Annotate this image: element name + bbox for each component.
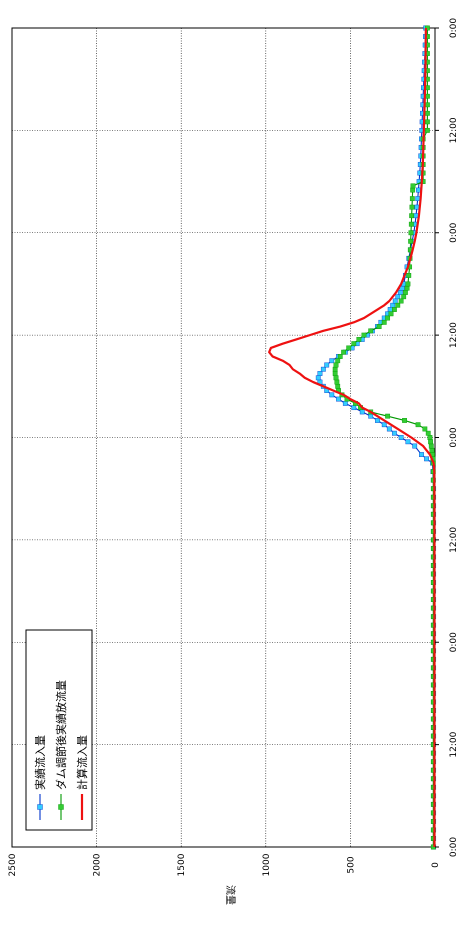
series-1-point: [377, 324, 381, 328]
time-tick-label: 0:00: [449, 18, 459, 38]
series-0-point: [382, 423, 386, 427]
series-1-point: [407, 273, 411, 277]
legend-label-0: 実績流入量: [33, 735, 47, 790]
series-1-point: [333, 371, 337, 375]
series-1-point: [409, 231, 413, 235]
series-1-point: [409, 222, 413, 226]
series-0-point: [360, 410, 364, 414]
series-1-point: [425, 128, 429, 132]
series-1-point: [347, 346, 351, 350]
series-0-point: [416, 188, 420, 192]
series-1-point: [396, 303, 400, 307]
series-0-point: [330, 393, 334, 397]
series-0-point: [412, 444, 416, 448]
legend-label-1: ダム調節後実績放流量: [54, 680, 68, 790]
series-0-point: [375, 418, 379, 422]
series-0-point: [369, 414, 373, 418]
series-1-point: [416, 423, 420, 427]
value-tick-label: 0: [431, 862, 441, 868]
time-tick-label: 0:00: [449, 837, 459, 857]
series-1-point: [430, 448, 434, 452]
series-0-point: [387, 427, 391, 431]
time-tick-label: 12:00: [449, 322, 459, 348]
series-1-point: [369, 329, 373, 333]
series-1-point: [423, 427, 427, 431]
series-1-point: [333, 367, 337, 371]
series-1-point: [335, 380, 339, 384]
series-1-point: [425, 111, 429, 115]
series-0-point: [336, 397, 340, 401]
series-0-point: [419, 452, 423, 456]
series-1-point: [399, 299, 403, 303]
series-1-point: [362, 333, 366, 337]
series-1-point: [341, 350, 345, 354]
series-0-point: [325, 363, 329, 367]
series-1-point: [385, 414, 389, 418]
series-1-point: [405, 286, 409, 290]
series-0-point: [388, 307, 392, 311]
series-1-point: [428, 440, 432, 444]
series-1-point: [385, 316, 389, 320]
value-tick-label: 2500: [8, 853, 18, 876]
legend-label-2: 計算流入量: [75, 735, 89, 790]
series-1-point: [352, 341, 356, 345]
series-1-point: [408, 239, 412, 243]
series-1-point: [429, 444, 433, 448]
value-tick-label: 500: [346, 856, 356, 873]
series-0-point: [398, 290, 402, 294]
series-1-point: [402, 418, 406, 422]
series-0-point: [416, 196, 420, 200]
series-1-point: [426, 431, 430, 435]
series-1-point: [410, 205, 414, 209]
series-0-point: [318, 371, 322, 375]
series-0-point: [424, 457, 428, 461]
time-tick-label: 0:00: [449, 632, 459, 652]
value-tick-label: 1500: [177, 853, 187, 876]
series-1-point: [382, 320, 386, 324]
series-1-point: [410, 196, 414, 200]
series-1-point: [403, 290, 407, 294]
time-tick-label: 0:00: [449, 222, 459, 242]
series-1-point: [336, 384, 340, 388]
series-1-point: [410, 188, 414, 192]
series-1-point: [336, 359, 340, 363]
value-tick-label: 1000: [262, 853, 272, 876]
time-tick-label: 12:00: [449, 731, 459, 757]
series-0-point: [391, 303, 395, 307]
time-tick-label: 12:00: [449, 527, 459, 553]
series-1-point: [428, 435, 432, 439]
series-1-point: [357, 337, 361, 341]
series-0-point: [399, 435, 403, 439]
time-tick-label: 0:00: [449, 427, 459, 447]
legend-marker-1: [59, 805, 64, 810]
series-0-point: [321, 367, 325, 371]
series-1-point: [334, 363, 338, 367]
series-1-point: [334, 376, 338, 380]
legend-marker-0: [38, 805, 43, 810]
series-0-point: [343, 401, 347, 405]
series-1-point: [411, 184, 415, 188]
series-1-point: [392, 307, 396, 311]
series-1-point: [389, 312, 393, 316]
series-0-point: [415, 205, 419, 209]
series-1-point: [401, 295, 405, 299]
series-1-point: [425, 103, 429, 107]
value-tick-label: 2000: [93, 853, 103, 876]
series-1-point: [406, 282, 410, 286]
series-1-point: [338, 354, 342, 358]
series-0-point: [393, 299, 397, 303]
series-1-point: [425, 120, 429, 124]
series-0-point: [352, 405, 356, 409]
series-1-point: [409, 213, 413, 217]
series-0-point: [396, 295, 400, 299]
series-0-point: [316, 376, 320, 380]
series-0-point: [392, 431, 396, 435]
value-axis-label: 流量: [224, 885, 237, 905]
time-tick-label: 12:00: [449, 117, 459, 143]
series-0-point: [330, 359, 334, 363]
series-0-point: [406, 440, 410, 444]
